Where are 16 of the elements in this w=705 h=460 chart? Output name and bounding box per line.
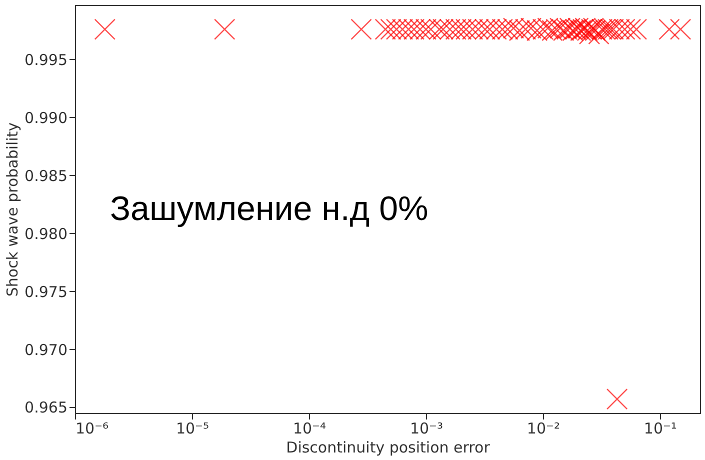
x-tick-label: 10⁻⁵	[176, 420, 210, 438]
x-tick-label: 10⁻⁴	[292, 420, 326, 438]
x-tick-label: 10⁻¹	[644, 420, 677, 438]
y-tick-label: 0.990	[24, 108, 68, 127]
x-tick-label: 10⁻³	[410, 420, 443, 438]
x-tick-label: 10⁻²	[526, 420, 560, 438]
y-tick-label: 0.965	[24, 398, 68, 417]
y-tick-label: 0.985	[24, 166, 68, 185]
annotation: Зашумление н.д 0%	[110, 190, 428, 228]
y-tick-label: 0.980	[24, 224, 68, 243]
y-tick-label: 0.995	[24, 50, 68, 69]
y-axis-title: Shock wave probability	[4, 122, 22, 297]
x-axis-title: Discontinuity position error	[286, 438, 491, 456]
x-tick-label: 10⁻⁶	[76, 420, 109, 438]
y-tick-label: 0.970	[24, 340, 68, 359]
y-tick-label: 0.975	[24, 282, 68, 301]
